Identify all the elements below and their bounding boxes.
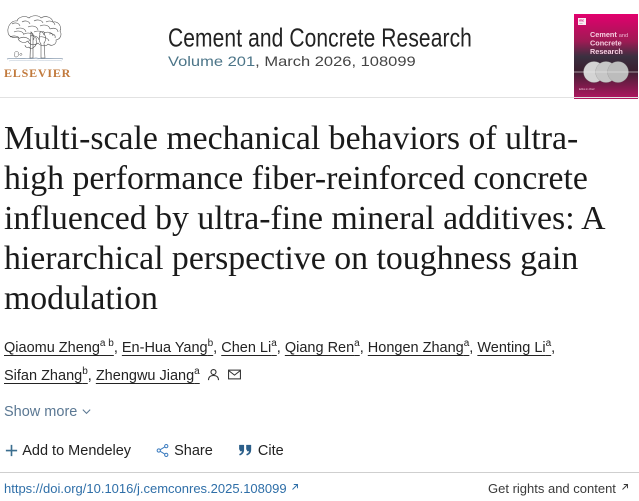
svg-text:Editor-in-Chief:: Editor-in-Chief:	[579, 88, 595, 91]
svg-text:Research: Research	[590, 47, 623, 56]
svg-text:mc: mc	[579, 19, 584, 23]
